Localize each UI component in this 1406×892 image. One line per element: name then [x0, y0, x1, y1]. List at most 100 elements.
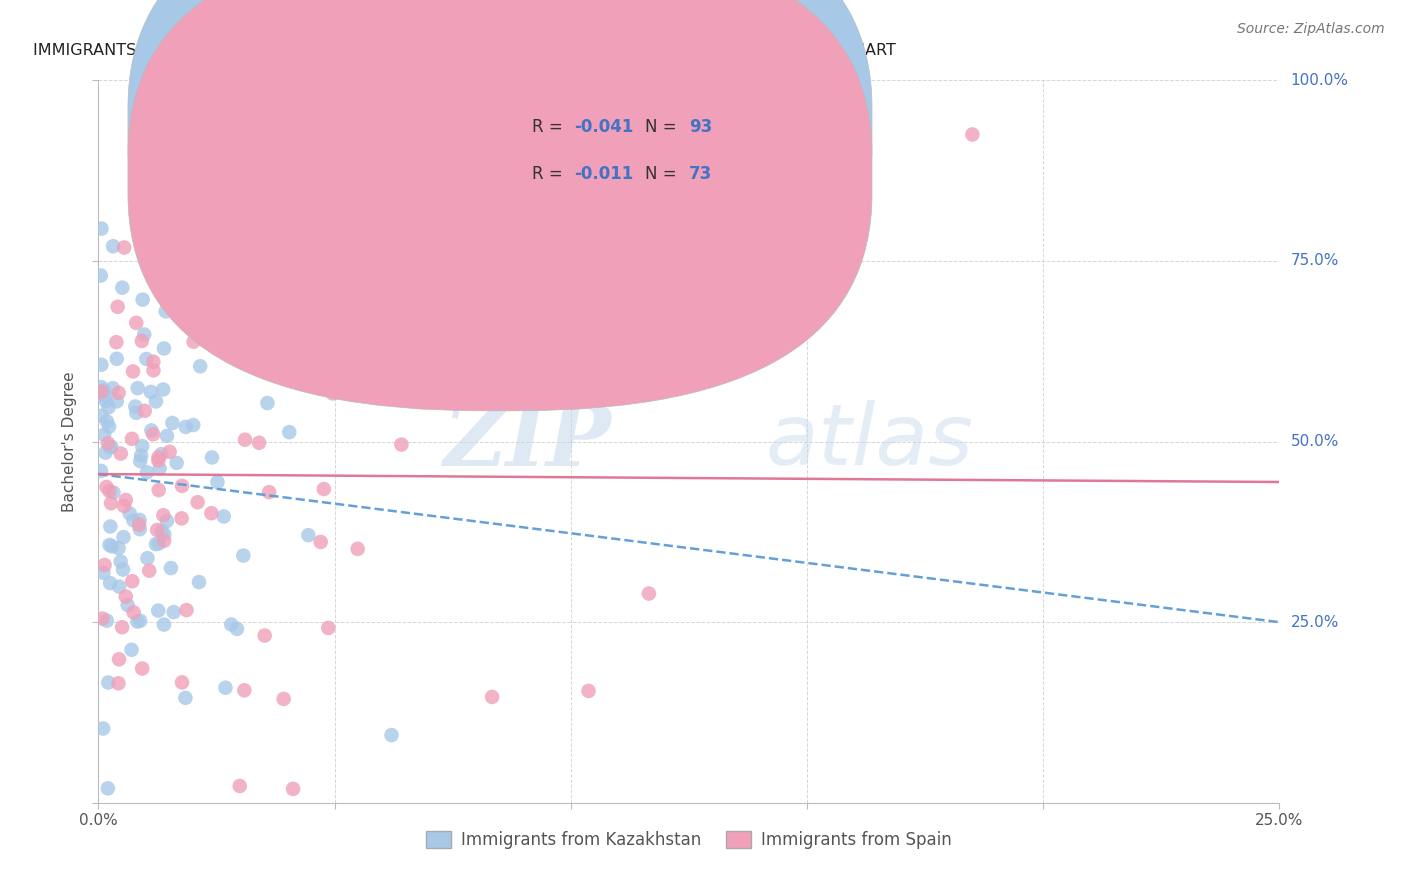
Point — [229, 779, 252, 793]
Point — [247, 435, 270, 450]
Point — [93, 384, 115, 398]
Point — [253, 629, 276, 643]
Point — [100, 539, 122, 553]
Point — [148, 450, 170, 465]
Point — [170, 479, 193, 493]
Point — [105, 335, 128, 350]
Point — [166, 456, 188, 470]
Point — [107, 676, 129, 690]
Point — [121, 432, 143, 446]
Point — [107, 541, 129, 556]
Point — [121, 574, 143, 589]
Point — [322, 386, 344, 401]
Point — [146, 523, 169, 537]
Point — [100, 440, 122, 454]
Point — [93, 389, 115, 403]
Point — [302, 266, 325, 280]
Point — [232, 549, 254, 563]
Point — [114, 493, 136, 508]
Text: 73: 73 — [689, 165, 713, 183]
Point — [163, 605, 186, 619]
Point — [131, 439, 153, 453]
Point — [90, 268, 112, 283]
Point — [159, 445, 181, 459]
Point — [122, 364, 145, 378]
Point — [90, 221, 112, 235]
Point — [389, 437, 412, 451]
Point — [129, 449, 152, 463]
Point — [96, 614, 118, 628]
Point — [162, 416, 184, 430]
Point — [142, 355, 165, 369]
Point — [101, 239, 124, 253]
Point — [94, 445, 117, 459]
Point — [96, 414, 118, 428]
Point — [96, 480, 118, 494]
Point — [91, 611, 114, 625]
Point — [170, 511, 193, 525]
Point — [131, 334, 153, 348]
Point — [138, 564, 160, 578]
Point — [153, 617, 176, 632]
Point — [91, 722, 114, 736]
Point — [148, 461, 170, 475]
Text: -0.041: -0.041 — [575, 119, 634, 136]
Point — [112, 240, 135, 254]
Point — [111, 280, 134, 294]
Text: 100.0%: 100.0% — [1291, 73, 1348, 87]
Legend: Immigrants from Kazakhstan, Immigrants from Spain: Immigrants from Kazakhstan, Immigrants f… — [419, 824, 959, 856]
Point — [107, 385, 129, 400]
Point — [174, 420, 197, 434]
Point — [101, 381, 124, 395]
Point — [297, 528, 319, 542]
Point — [142, 427, 165, 442]
Point — [153, 342, 176, 356]
Point — [219, 617, 242, 632]
Point — [127, 381, 149, 395]
Text: 93: 93 — [689, 119, 713, 136]
Point — [131, 293, 153, 307]
Point — [152, 383, 174, 397]
Point — [155, 304, 177, 318]
Point — [187, 495, 209, 509]
Text: -0.011: -0.011 — [575, 165, 634, 183]
Point — [129, 454, 152, 468]
Point — [156, 514, 179, 528]
Point — [962, 128, 984, 142]
Point — [166, 285, 188, 300]
Point — [332, 368, 354, 383]
Point — [94, 394, 117, 409]
Point — [105, 351, 128, 366]
Point — [299, 87, 322, 102]
Point — [107, 300, 129, 314]
Point — [281, 781, 304, 796]
Point — [214, 681, 236, 695]
Point — [176, 603, 198, 617]
Point — [125, 406, 148, 420]
Point — [212, 509, 235, 524]
Point — [131, 661, 153, 675]
Text: IMMIGRANTS FROM KAZAKHSTAN VS IMMIGRANTS FROM SPAIN BACHELOR'S DEGREE CORRELATIO: IMMIGRANTS FROM KAZAKHSTAN VS IMMIGRANTS… — [34, 44, 897, 58]
Point — [93, 558, 115, 572]
Point — [103, 485, 125, 500]
Point — [90, 384, 112, 399]
Point — [135, 351, 157, 366]
Point — [309, 535, 332, 549]
Text: 50.0%: 50.0% — [1291, 434, 1339, 449]
Point — [127, 615, 149, 629]
Text: N =: N = — [645, 119, 682, 136]
Point — [98, 576, 121, 591]
Y-axis label: Bachelor's Degree: Bachelor's Degree — [62, 371, 77, 512]
Point — [201, 450, 224, 465]
Point — [233, 433, 256, 447]
Point — [481, 690, 503, 704]
Point — [93, 427, 115, 442]
Point — [136, 551, 159, 566]
Point — [97, 401, 120, 415]
Point — [318, 621, 340, 635]
Point — [90, 380, 112, 394]
Point — [188, 575, 211, 590]
Point — [121, 642, 143, 657]
Point — [578, 684, 600, 698]
Point — [748, 341, 770, 355]
